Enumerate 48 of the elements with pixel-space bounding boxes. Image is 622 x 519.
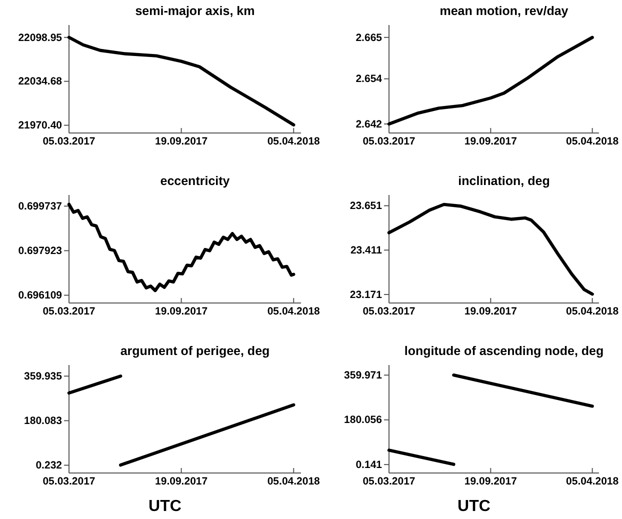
y-tick-label: 359.935 xyxy=(24,370,62,382)
x-tick-label: 19.09.2017 xyxy=(464,135,518,148)
y-tick-label: 22098.95 xyxy=(18,32,62,44)
line-series xyxy=(387,202,594,296)
y-tick-label: 23.411 xyxy=(350,244,382,256)
chart-title: mean motion, rev/day xyxy=(440,4,568,18)
x-tick-label: 05.04.2018 xyxy=(566,475,619,488)
y-tick-label: 359.971 xyxy=(344,369,382,382)
x-tick-label: 05.04.2018 xyxy=(267,135,320,148)
x-tick-label: 19.09.2017 xyxy=(155,305,208,318)
y-tick-label: 23.651 xyxy=(350,200,382,212)
y-tick-label: 0.697923 xyxy=(18,245,62,258)
y-tick-label: 0.699737 xyxy=(18,200,62,212)
x-tick-label: 05.04.2018 xyxy=(566,305,619,318)
x-tick-label: 19.09.2017 xyxy=(155,135,208,148)
line-series xyxy=(67,202,296,292)
line-series xyxy=(387,36,594,126)
x-tick-label: 05.03.2017 xyxy=(42,135,96,148)
x-tick-label: 05.04.2018 xyxy=(267,305,320,318)
y-tick-label: 23.171 xyxy=(350,288,382,301)
x-tick-label: 19.09.2017 xyxy=(155,475,208,488)
chart-title: argument of perigee, deg xyxy=(120,344,270,358)
x-tick-label: 05.03.2017 xyxy=(42,305,96,318)
y-tick-label: 0.696109 xyxy=(18,290,62,302)
x-axis-title: UTC xyxy=(458,498,491,515)
x-tick-label: 19.09.2017 xyxy=(464,305,518,318)
x-axis-title: UTC xyxy=(148,498,182,515)
x-tick-label: 05.03.2017 xyxy=(362,475,416,488)
y-tick-label: 21970.40 xyxy=(18,120,62,132)
x-tick-label: 05.03.2017 xyxy=(362,135,416,148)
y-tick-label: 180.083 xyxy=(24,415,62,428)
y-tick-label: 2.642 xyxy=(356,118,382,130)
x-tick-label: 19.09.2017 xyxy=(464,475,518,488)
x-tick-label: 05.03.2017 xyxy=(362,305,416,318)
y-tick-label: 2.654 xyxy=(356,73,382,86)
x-tick-label: 05.04.2018 xyxy=(566,135,619,148)
chart-title: semi-major axis, km xyxy=(135,4,255,18)
chart-title: longitude of ascending node, deg xyxy=(404,344,604,358)
y-tick-label: 2.665 xyxy=(356,32,382,44)
x-tick-label: 05.03.2017 xyxy=(42,475,96,488)
line-series xyxy=(67,36,296,126)
chart-title: inclination, deg xyxy=(458,174,550,188)
chart-title: eccentricity xyxy=(160,174,230,188)
y-tick-label: 22034.68 xyxy=(18,76,62,88)
y-tick-label: 180.056 xyxy=(344,414,382,426)
y-tick-label: 0.232 xyxy=(36,460,62,472)
y-tick-label: 0.141 xyxy=(356,458,382,471)
x-tick-label: 05.04.2018 xyxy=(267,475,320,488)
